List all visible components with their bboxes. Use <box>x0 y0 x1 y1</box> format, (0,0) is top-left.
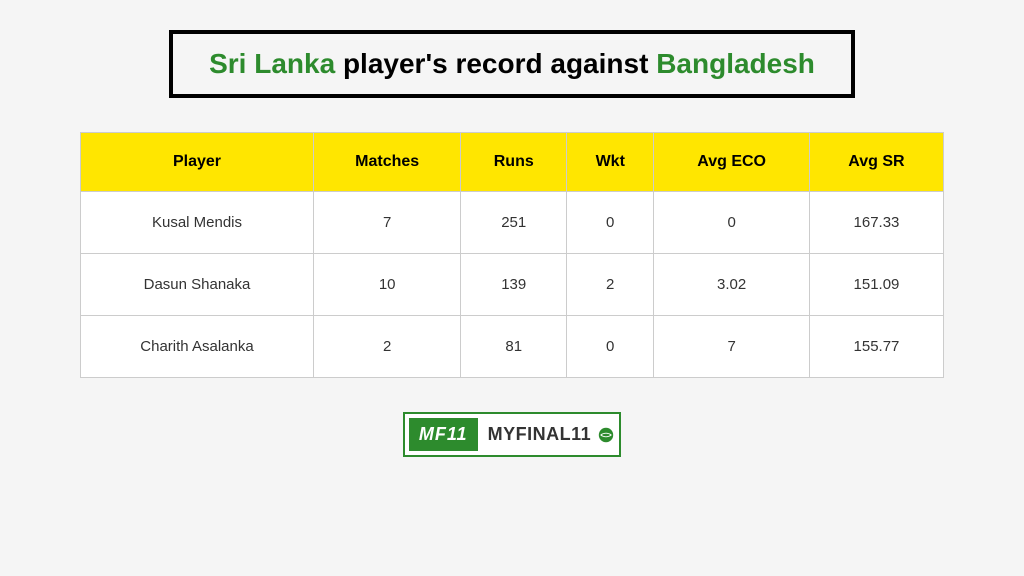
cell-avg-sr: 155.77 <box>809 316 943 378</box>
col-player: Player <box>81 133 314 192</box>
cell-runs: 81 <box>461 316 567 378</box>
logo-text: MYFINAL11 <box>478 424 602 445</box>
cell-wkt: 2 <box>567 254 654 316</box>
logo-badge: MF11 <box>409 418 478 451</box>
cell-runs: 139 <box>461 254 567 316</box>
stats-table: Player Matches Runs Wkt Avg ECO Avg SR K… <box>80 132 944 378</box>
cell-avg-eco: 7 <box>654 316 810 378</box>
cell-player: Charith Asalanka <box>81 316 314 378</box>
cell-matches: 10 <box>313 254 460 316</box>
brand-logo: MF11 MYFINAL11 <box>403 412 621 457</box>
cell-matches: 2 <box>313 316 460 378</box>
cell-avg-eco: 0 <box>654 192 810 254</box>
cell-avg-sr: 151.09 <box>809 254 943 316</box>
cell-player: Kusal Mendis <box>81 192 314 254</box>
table-row: Kusal Mendis 7 251 0 0 167.33 <box>81 192 944 254</box>
col-wkt: Wkt <box>567 133 654 192</box>
team1-name: Sri Lanka <box>209 48 335 79</box>
table-row: Charith Asalanka 2 81 0 7 155.77 <box>81 316 944 378</box>
cell-player: Dasun Shanaka <box>81 254 314 316</box>
table-header-row: Player Matches Runs Wkt Avg ECO Avg SR <box>81 133 944 192</box>
cell-wkt: 0 <box>567 192 654 254</box>
team2-name: Bangladesh <box>656 48 815 79</box>
col-matches: Matches <box>313 133 460 192</box>
cell-avg-eco: 3.02 <box>654 254 810 316</box>
cricket-ball-icon <box>597 426 615 444</box>
col-avg-eco: Avg ECO <box>654 133 810 192</box>
title-container: Sri Lanka player's record against Bangla… <box>169 30 855 98</box>
col-avg-sr: Avg SR <box>809 133 943 192</box>
cell-avg-sr: 167.33 <box>809 192 943 254</box>
cell-runs: 251 <box>461 192 567 254</box>
cell-matches: 7 <box>313 192 460 254</box>
page-title: Sri Lanka player's record against Bangla… <box>209 48 815 80</box>
title-middle: player's record against <box>335 48 656 79</box>
table-row: Dasun Shanaka 10 139 2 3.02 151.09 <box>81 254 944 316</box>
cell-wkt: 0 <box>567 316 654 378</box>
col-runs: Runs <box>461 133 567 192</box>
